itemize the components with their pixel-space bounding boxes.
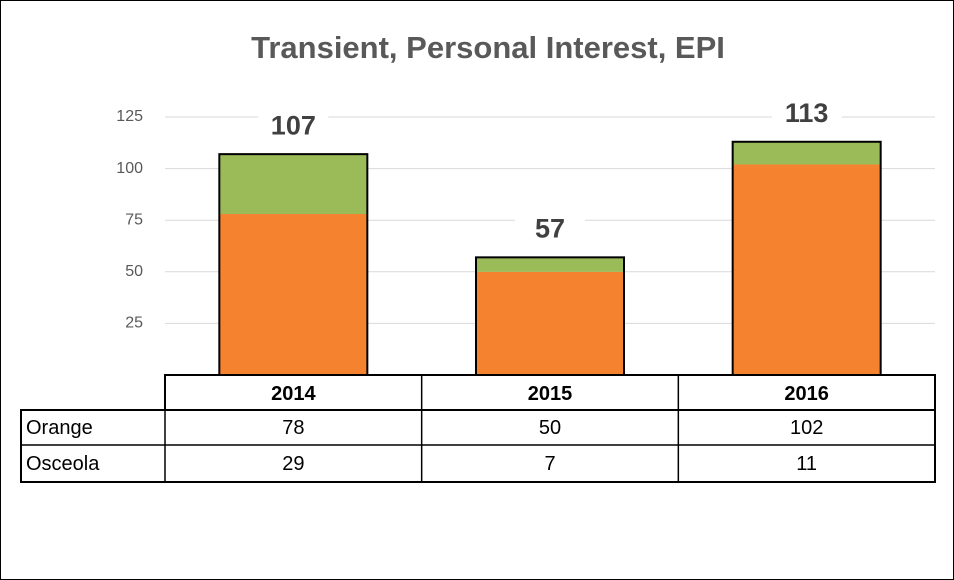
bar-segment xyxy=(219,154,368,215)
total-label: 57 xyxy=(535,213,565,243)
bar-segment xyxy=(732,164,881,375)
table-value: 50 xyxy=(539,417,561,439)
x-tick-label: 2015 xyxy=(528,383,573,405)
legend-label: Osceola xyxy=(26,453,100,475)
legend-label: Orange xyxy=(26,417,93,439)
table-value: 102 xyxy=(790,417,823,439)
y-tick-label: 25 xyxy=(125,315,143,332)
y-tick-label: 100 xyxy=(116,160,143,177)
bar-segment xyxy=(732,141,881,165)
bar-segment xyxy=(476,257,624,272)
table-value: 78 xyxy=(282,417,304,439)
x-tick-label: 2016 xyxy=(784,383,829,405)
bar-segment xyxy=(476,271,624,375)
x-tick-label: 2014 xyxy=(271,383,316,405)
table-value: 29 xyxy=(282,453,304,475)
label-background xyxy=(258,110,329,143)
total-label: 113 xyxy=(785,98,829,128)
y-tick-label: 125 xyxy=(116,108,143,125)
bar-segment xyxy=(219,214,368,375)
y-tick-label: 75 xyxy=(125,211,143,228)
chart-title: Transient, Personal Interest, EPI xyxy=(251,30,725,65)
label-background xyxy=(515,213,585,246)
label-background xyxy=(771,97,842,130)
table-value: 11 xyxy=(796,453,817,475)
y-tick-label: 50 xyxy=(125,263,143,280)
total-label: 107 xyxy=(271,110,316,140)
table-value: 7 xyxy=(544,453,555,475)
